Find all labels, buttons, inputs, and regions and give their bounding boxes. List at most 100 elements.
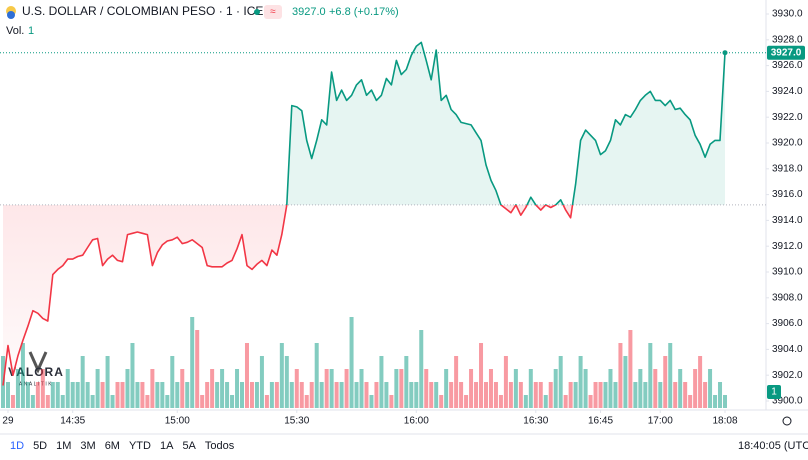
volume-bar xyxy=(668,343,673,408)
volume-bar xyxy=(160,382,165,408)
range-button[interactable]: 1M xyxy=(56,440,71,452)
volume-bar xyxy=(100,382,105,408)
volume-bar xyxy=(90,395,95,408)
y-tick-label: 3926.0 xyxy=(772,60,803,71)
range-button[interactable]: 1D xyxy=(10,440,24,452)
range-button[interactable]: 6M xyxy=(105,440,120,452)
volume-bar xyxy=(274,382,279,408)
range-button[interactable]: YTD xyxy=(129,440,151,452)
volume-bar xyxy=(175,382,180,408)
volume-bar xyxy=(449,382,454,408)
range-button[interactable]: Todos xyxy=(205,440,235,452)
volume-bar xyxy=(20,343,25,408)
y-tick-label: 3918.0 xyxy=(772,163,803,174)
price-badge-label: 3927.0 xyxy=(771,47,802,58)
volume-bar xyxy=(723,395,727,408)
volume-bar xyxy=(548,382,553,408)
range-button[interactable]: 5D xyxy=(33,440,47,452)
volume-bar xyxy=(50,382,55,408)
volume-bar xyxy=(523,395,528,408)
volume-bar xyxy=(30,395,35,408)
last-price: 3927.0 xyxy=(292,6,326,18)
volume-bar xyxy=(379,356,384,408)
volume-bar xyxy=(424,369,429,408)
volume-bar xyxy=(105,356,110,408)
volume-bar xyxy=(389,395,394,408)
y-tick-label: 3910.0 xyxy=(772,267,803,278)
volume-length: 1 xyxy=(28,25,34,37)
volume-bar xyxy=(220,369,225,408)
volume-bar xyxy=(140,382,145,408)
range-button[interactable]: 5A xyxy=(182,440,196,452)
volume-bar xyxy=(429,382,434,408)
price-badge xyxy=(767,45,805,60)
volume-bar xyxy=(444,369,449,408)
volume-bar xyxy=(45,395,50,408)
volume-bar xyxy=(513,369,518,408)
volume-bar xyxy=(419,330,424,408)
volume-bar xyxy=(508,382,513,408)
volume-bar xyxy=(663,356,668,408)
x-tick-label: 16:30 xyxy=(523,416,548,427)
volume-bar xyxy=(713,395,718,408)
volume-bar xyxy=(384,382,389,408)
range-button[interactable]: 3M xyxy=(80,440,95,452)
volume-bar xyxy=(40,369,45,408)
volume-bar xyxy=(299,382,304,408)
volume-bar xyxy=(558,356,563,408)
volume-bar xyxy=(279,343,284,408)
volume-bar xyxy=(673,382,678,408)
range-button[interactable]: 1A xyxy=(160,440,174,452)
volume-bar xyxy=(613,382,618,408)
volume-bar xyxy=(464,395,469,408)
y-tick-label: 3900.0 xyxy=(772,396,803,407)
y-tick-label: 3928.0 xyxy=(772,34,803,45)
volume-bar xyxy=(568,382,573,408)
volume-bar xyxy=(653,369,658,408)
volume-bar xyxy=(240,382,245,408)
volume-bar xyxy=(683,382,688,408)
volume-bar xyxy=(334,382,339,408)
volume-bar xyxy=(469,369,474,408)
volume-bar xyxy=(215,382,220,408)
x-tick-label: 15:30 xyxy=(284,416,309,427)
volume-bar xyxy=(150,369,155,408)
volume-bar xyxy=(225,382,230,408)
volume-bar xyxy=(55,382,60,408)
symbol-title: U.S. DOLLAR / COLOMBIAN PESO · 1 · ICE xyxy=(22,4,263,18)
y-tick-label: 3906.0 xyxy=(772,318,803,329)
volume-bar xyxy=(254,382,259,408)
watermark-logo xyxy=(28,351,48,374)
status-badge xyxy=(264,5,282,19)
volume-bar xyxy=(75,382,80,408)
volume-bar xyxy=(518,382,523,408)
volume-bar xyxy=(120,382,125,408)
volume-label: Vol. xyxy=(6,25,24,37)
volume-bar xyxy=(364,382,369,408)
volume-bar xyxy=(349,317,354,408)
y-tick-label: 3914.0 xyxy=(772,215,803,226)
volume-bar xyxy=(578,356,583,408)
volume-bar xyxy=(35,382,40,408)
toolbar: 18:40:05 (UTC) 1D 5D 1M 3M 6M YTD 1A 5A Todos xyxy=(10,416,808,452)
volume-bar xyxy=(583,369,588,408)
volume-bar xyxy=(528,369,533,408)
x-tick-label: 18:08 xyxy=(712,416,737,427)
volume-bar xyxy=(284,356,289,408)
status-icon: ≈ xyxy=(270,7,276,18)
x-tick-label: 17:00 xyxy=(648,416,673,427)
volume-bar xyxy=(170,356,175,408)
volume-badge xyxy=(767,385,781,399)
volume-bar xyxy=(344,369,349,408)
volume-bar xyxy=(459,382,464,408)
settings-icon[interactable] xyxy=(782,416,792,426)
area-fill xyxy=(3,42,725,386)
volume-bar xyxy=(269,382,274,408)
volume-bar xyxy=(145,395,150,408)
volume-bar xyxy=(698,356,703,408)
volume-bar xyxy=(115,382,120,408)
volume-bar xyxy=(200,395,205,408)
volume-bar xyxy=(454,356,459,408)
